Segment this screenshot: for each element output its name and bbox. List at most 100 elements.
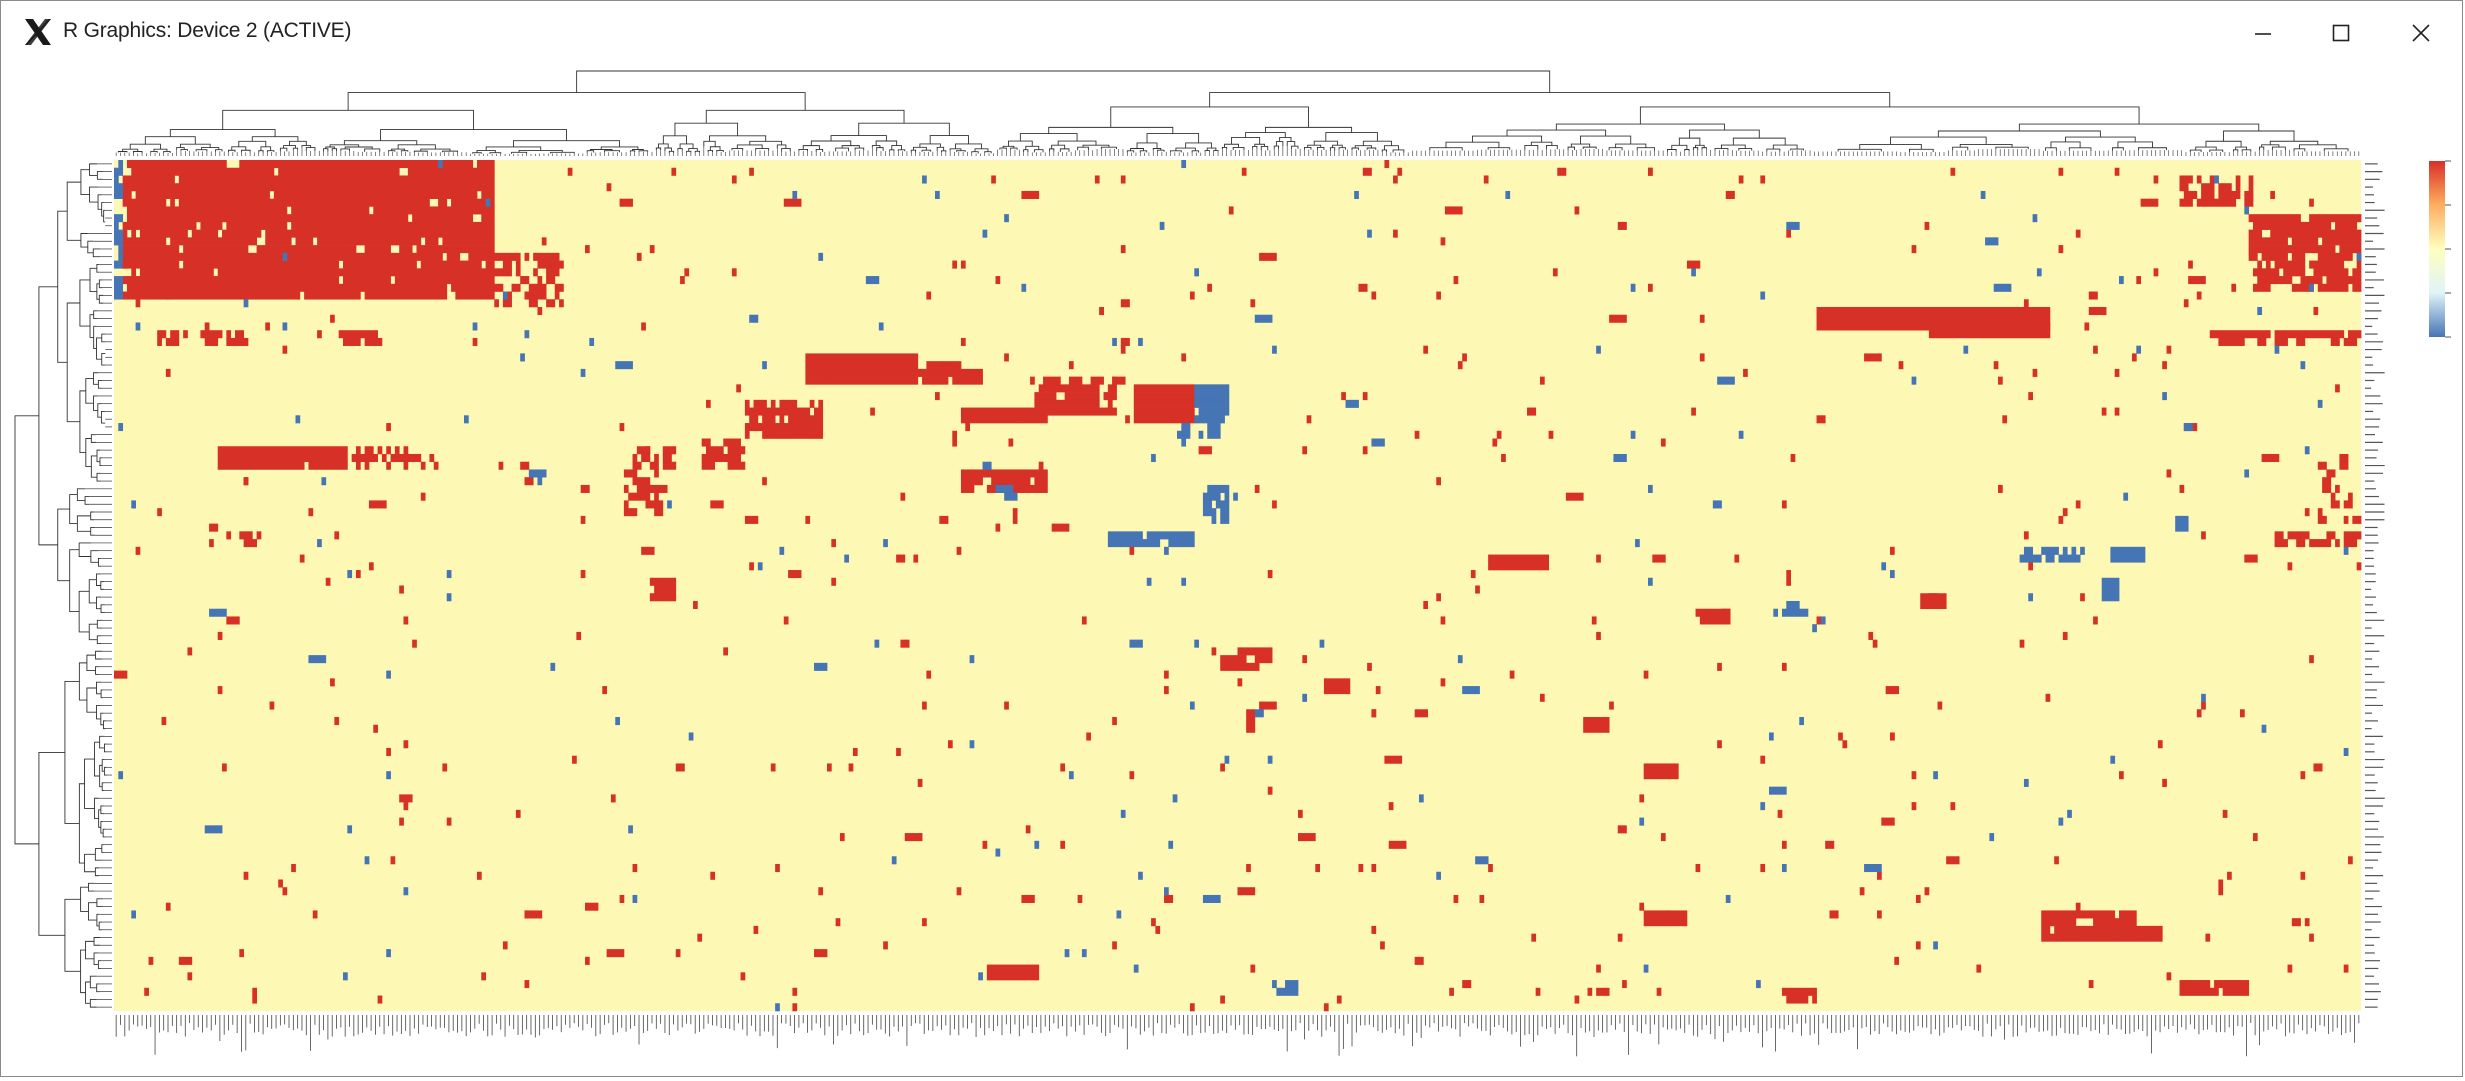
heatmap-cell bbox=[1254, 314, 1273, 323]
heatmap-cell bbox=[2265, 330, 2271, 339]
dendrogram-branch bbox=[1667, 149, 1677, 152]
heatmap-cell bbox=[636, 446, 642, 455]
heatmap-cell bbox=[368, 446, 374, 455]
heatmap-cell bbox=[2265, 237, 2271, 246]
heatmap-cell bbox=[559, 299, 564, 308]
heatmap-cell bbox=[114, 276, 124, 285]
heatmap-cell bbox=[364, 453, 374, 463]
dendrogram-branch bbox=[662, 135, 688, 144]
dendrogram-branch bbox=[999, 147, 1007, 150]
maximize-button[interactable] bbox=[2301, 9, 2381, 57]
heatmap-cell bbox=[2023, 531, 2029, 540]
color-key-legend bbox=[2429, 160, 2451, 338]
heatmap-cell bbox=[243, 539, 249, 548]
dendrogram-branch bbox=[132, 151, 143, 154]
heatmap-cell bbox=[554, 283, 560, 292]
title-bar[interactable]: R Graphics: Device 2 (ACTIVE) bbox=[1, 1, 2462, 65]
dendrogram-branch bbox=[66, 302, 80, 423]
heatmap-cell bbox=[416, 167, 430, 176]
heatmap-cell bbox=[762, 399, 767, 408]
heatmap-cell bbox=[139, 229, 149, 238]
dendrogram-branch bbox=[1185, 142, 1213, 149]
close-button[interactable] bbox=[2381, 9, 2461, 57]
heatmap-cell bbox=[628, 825, 633, 834]
heatmap-cell bbox=[1090, 384, 1096, 393]
heatmap-cell bbox=[2222, 809, 2228, 818]
dendrogram-branch bbox=[1351, 147, 1359, 151]
dendrogram-branch bbox=[1429, 147, 1463, 151]
dendrogram-branch bbox=[638, 150, 649, 152]
dendrogram-branch bbox=[14, 415, 39, 845]
heatmap-cell bbox=[122, 291, 162, 300]
heatmap-cell bbox=[1496, 430, 1502, 439]
heatmap-cell bbox=[144, 283, 149, 292]
dendrogram-branch bbox=[101, 352, 106, 366]
heatmap-cell bbox=[883, 941, 888, 950]
heatmap-cell bbox=[1444, 206, 1463, 215]
heatmap-cell bbox=[243, 337, 249, 346]
heatmap-cell bbox=[1254, 484, 1260, 493]
heatmap-cell bbox=[416, 167, 422, 176]
heatmap-cell bbox=[2101, 585, 2120, 594]
heatmap-cell bbox=[1181, 438, 1187, 447]
heatmap-cell bbox=[2075, 500, 2081, 509]
heatmap-cell bbox=[2252, 833, 2258, 842]
dendrogram-branch bbox=[2271, 146, 2286, 150]
heatmap-cell bbox=[2274, 221, 2293, 230]
heatmap-cell bbox=[355, 229, 383, 238]
heatmap-cell bbox=[1081, 949, 1087, 958]
heatmap-cell bbox=[1643, 670, 1649, 679]
heatmap-cell bbox=[2261, 453, 2280, 463]
heatmap-cell bbox=[2244, 206, 2250, 215]
heatmap-cell bbox=[1470, 570, 1476, 579]
heatmap-cell bbox=[1609, 314, 1627, 323]
heatmap-cell bbox=[1246, 864, 1251, 873]
heatmap-cell bbox=[2343, 747, 2349, 756]
heatmap-cell bbox=[2313, 306, 2319, 316]
heatmap-cell bbox=[1129, 771, 1135, 780]
dendrogram-branch bbox=[875, 140, 898, 146]
heatmap-cell bbox=[1864, 864, 1882, 873]
heatmap-cell bbox=[355, 446, 361, 455]
dendrogram-branch bbox=[80, 949, 86, 994]
dendrogram-branch bbox=[64, 681, 80, 824]
heatmap-cell bbox=[1950, 802, 1956, 811]
heatmap-cell bbox=[282, 322, 288, 331]
heatmap-cell bbox=[2261, 276, 2280, 285]
heatmap-cell bbox=[935, 392, 940, 401]
heatmap-cell bbox=[1202, 500, 1212, 509]
heatmap-cell bbox=[338, 330, 348, 339]
heatmap-cell bbox=[2317, 330, 2323, 339]
heatmap-cell bbox=[455, 175, 461, 184]
heatmap-cell bbox=[1492, 438, 1498, 447]
heatmap-cell bbox=[170, 198, 175, 207]
heatmap-cell bbox=[2291, 918, 2301, 927]
heatmap-cell bbox=[438, 260, 474, 269]
dendrogram-branch bbox=[413, 150, 428, 153]
heatmap-cell bbox=[222, 160, 227, 169]
heatmap-cell bbox=[386, 260, 417, 269]
minimize-button[interactable] bbox=[2223, 9, 2303, 57]
heatmap-cell bbox=[247, 539, 257, 548]
heatmap-cell bbox=[1656, 987, 1662, 996]
heatmap-cell bbox=[1250, 299, 1256, 308]
heatmap-cell bbox=[641, 453, 651, 463]
heatmap-cell bbox=[2261, 221, 2271, 230]
heatmap-cell bbox=[982, 229, 988, 238]
heatmap-cell bbox=[144, 214, 214, 223]
heatmap-block bbox=[2175, 515, 2189, 532]
heatmap-cell bbox=[373, 206, 413, 215]
heatmap-cell bbox=[2356, 562, 2362, 571]
heatmap-cell bbox=[1777, 809, 1783, 818]
heatmap-cell bbox=[252, 260, 266, 269]
heatmap-cell bbox=[118, 771, 124, 780]
heatmap-cell bbox=[468, 252, 478, 261]
heatmap-cell bbox=[623, 500, 629, 509]
heatmap-cell bbox=[1781, 840, 1787, 849]
heatmap-cell bbox=[2201, 701, 2206, 710]
heatmap-cell bbox=[187, 647, 193, 656]
heatmap-cell bbox=[403, 616, 409, 625]
heatmap-cell bbox=[217, 446, 348, 455]
heatmap-block bbox=[1246, 709, 1256, 733]
heatmap-cell bbox=[2296, 229, 2323, 238]
